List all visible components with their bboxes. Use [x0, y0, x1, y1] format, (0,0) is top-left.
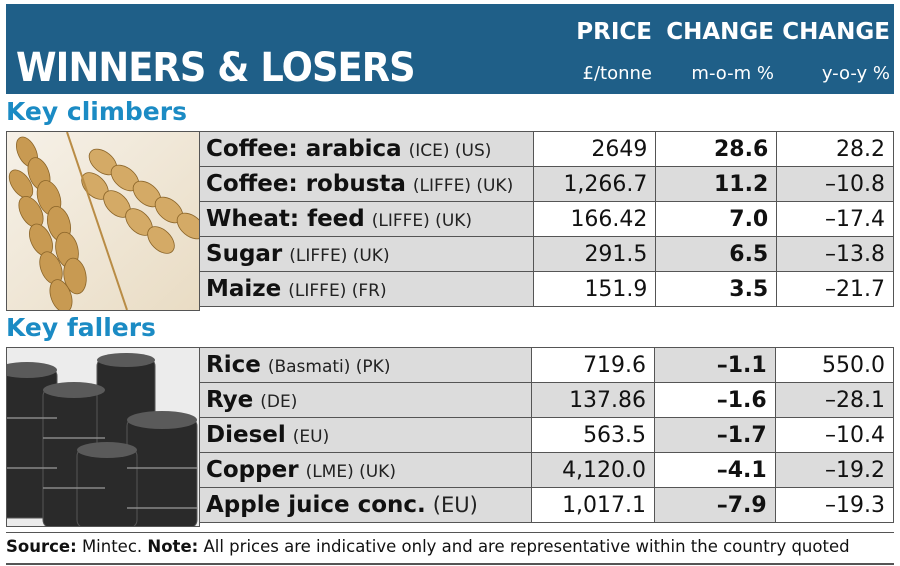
- price-cell: 563.5: [530, 417, 656, 453]
- commodity-cell: Copper (LME) (UK): [199, 452, 532, 488]
- yoy-change-cell: 550.0: [774, 347, 895, 383]
- commodity-qualifier: (LIFFE) (UK): [412, 176, 514, 196]
- fallers-section-title: Key fallers: [6, 313, 156, 342]
- source-label: Source:: [6, 537, 77, 556]
- column-unit: y-o-y %: [821, 63, 890, 84]
- climbers-section-title: Key climbers: [6, 97, 187, 126]
- note-text: All prices are indicative only and are r…: [203, 537, 850, 556]
- column-heading: PRICE: [576, 19, 652, 45]
- yoy-change-cell: –17.4: [776, 201, 894, 237]
- yoy-change-cell: –19.3: [774, 487, 895, 523]
- mom-change-cell: 3.5: [655, 271, 778, 307]
- source-text: Mintec.: [81, 537, 143, 556]
- commodity-name: Coffee: robusta: [206, 171, 406, 197]
- commodity-cell: Sugar (LIFFE) (UK): [199, 236, 534, 272]
- table-row: Wheat: feed (LIFFE) (UK) 166.42 7.0 –17.…: [199, 201, 894, 237]
- commodity-name: Apple juice conc.: [206, 492, 426, 518]
- commodity-qualifier: (LME) (UK): [305, 462, 396, 482]
- commodity-name: Sugar: [206, 241, 283, 267]
- yoy-change-cell: –13.8: [776, 236, 894, 272]
- commodity-qualifier: (DE): [260, 392, 298, 412]
- commodity-qualifier: (EU): [432, 493, 478, 517]
- commodity-name: Coffee: arabica: [206, 136, 402, 162]
- table-row: Apple juice conc. (EU) 1,017.1 –7.9 –19.…: [199, 487, 895, 523]
- mom-column-header: CHANGE m-o-m %: [656, 4, 774, 86]
- price-cell: 1,017.1: [530, 487, 656, 523]
- yoy-change-cell: –21.7: [776, 271, 894, 307]
- commodity-cell: Maize (LIFFE) (FR): [199, 271, 534, 307]
- price-cell: 4,120.0: [530, 452, 656, 488]
- price-column-header: PRICE £/tonne: [540, 4, 652, 86]
- table-row: Rice (Basmati) (PK) 719.6 –1.1 550.0: [199, 347, 895, 383]
- commodity-qualifier: (ICE) (US): [408, 141, 492, 161]
- yoy-change-cell: –19.2: [774, 452, 895, 488]
- price-cell: 291.5: [532, 236, 657, 272]
- mom-change-cell: –4.1: [654, 452, 776, 488]
- commodity-qualifier: (Basmati) (PK): [267, 357, 391, 377]
- note-label: Note:: [147, 537, 199, 556]
- commodity-cell: Apple juice conc. (EU): [199, 487, 532, 523]
- commodity-name: Maize: [206, 276, 282, 302]
- page-title: WINNERS & LOSERS: [16, 45, 416, 91]
- table-row: Diesel (EU) 563.5 –1.7 –10.4: [199, 417, 895, 453]
- table-row: Maize (LIFFE) (FR) 151.9 3.5 –21.7: [199, 271, 894, 307]
- mom-change-cell: 7.0: [655, 201, 778, 237]
- commodity-qualifier: (LIFFE) (UK): [371, 211, 473, 231]
- mom-change-cell: –7.9: [654, 487, 776, 523]
- commodity-cell: Rye (DE): [199, 382, 532, 418]
- commodity-cell: Coffee: robusta (LIFFE) (UK): [199, 166, 534, 202]
- commodity-name: Copper: [206, 457, 299, 483]
- climbers-table: Coffee: arabica (ICE) (US) 2649 28.6 28.…: [199, 131, 894, 307]
- mom-change-cell: 6.5: [655, 236, 778, 272]
- footer-note: Source: Mintec. Note: All prices are ind…: [6, 532, 894, 565]
- column-unit: m-o-m %: [691, 63, 774, 84]
- commodity-name: Wheat: feed: [206, 206, 365, 232]
- mom-change-cell: –1.7: [654, 417, 776, 453]
- oil-barrels-icon: [7, 348, 199, 526]
- commodity-qualifier: (EU): [292, 427, 330, 447]
- commodity-name: Rice: [206, 352, 261, 378]
- wheat-ears-photo: [6, 131, 200, 311]
- price-cell: 137.86: [530, 382, 656, 418]
- table-row: Copper (LME) (UK) 4,120.0 –4.1 –19.2: [199, 452, 895, 488]
- commodity-name: Rye: [206, 387, 254, 413]
- fallers-table: Rice (Basmati) (PK) 719.6 –1.1 550.0 Rye…: [199, 347, 895, 523]
- column-heading: CHANGE: [666, 19, 774, 45]
- price-cell: 2649: [532, 131, 657, 167]
- commodity-cell: Rice (Basmati) (PK): [199, 347, 532, 383]
- yoy-column-header: CHANGE y-o-y %: [778, 4, 890, 86]
- header-banner: WINNERS & LOSERS PRICE £/tonne CHANGE m-…: [6, 4, 894, 94]
- table-row: Coffee: arabica (ICE) (US) 2649 28.6 28.…: [199, 131, 894, 167]
- mom-change-cell: 28.6: [655, 131, 778, 167]
- yoy-change-cell: –28.1: [774, 382, 895, 418]
- mom-change-cell: –1.6: [654, 382, 776, 418]
- price-cell: 1,266.7: [532, 166, 657, 202]
- commodity-name: Diesel: [206, 422, 286, 448]
- commodity-cell: Diesel (EU): [199, 417, 532, 453]
- table-row: Sugar (LIFFE) (UK) 291.5 6.5 –13.8: [199, 236, 894, 272]
- commodity-cell: Coffee: arabica (ICE) (US): [199, 131, 534, 167]
- price-cell: 719.6: [530, 347, 656, 383]
- wheat-ears-icon: [7, 132, 199, 310]
- commodity-qualifier: (LIFFE) (FR): [288, 281, 387, 301]
- price-cell: 151.9: [532, 271, 657, 307]
- price-cell: 166.42: [532, 201, 657, 237]
- commodity-qualifier: (LIFFE) (UK): [289, 246, 390, 266]
- yoy-change-cell: –10.8: [776, 166, 894, 202]
- table-row: Coffee: robusta (LIFFE) (UK) 1,266.7 11.…: [199, 166, 894, 202]
- yoy-change-cell: 28.2: [776, 131, 894, 167]
- column-heading: CHANGE: [782, 19, 890, 45]
- mom-change-cell: –1.1: [654, 347, 776, 383]
- commodity-cell: Wheat: feed (LIFFE) (UK): [199, 201, 534, 237]
- oil-barrels-photo: [6, 347, 200, 527]
- yoy-change-cell: –10.4: [774, 417, 895, 453]
- mom-change-cell: 11.2: [655, 166, 778, 202]
- column-unit: £/tonne: [582, 63, 652, 84]
- table-row: Rye (DE) 137.86 –1.6 –28.1: [199, 382, 895, 418]
